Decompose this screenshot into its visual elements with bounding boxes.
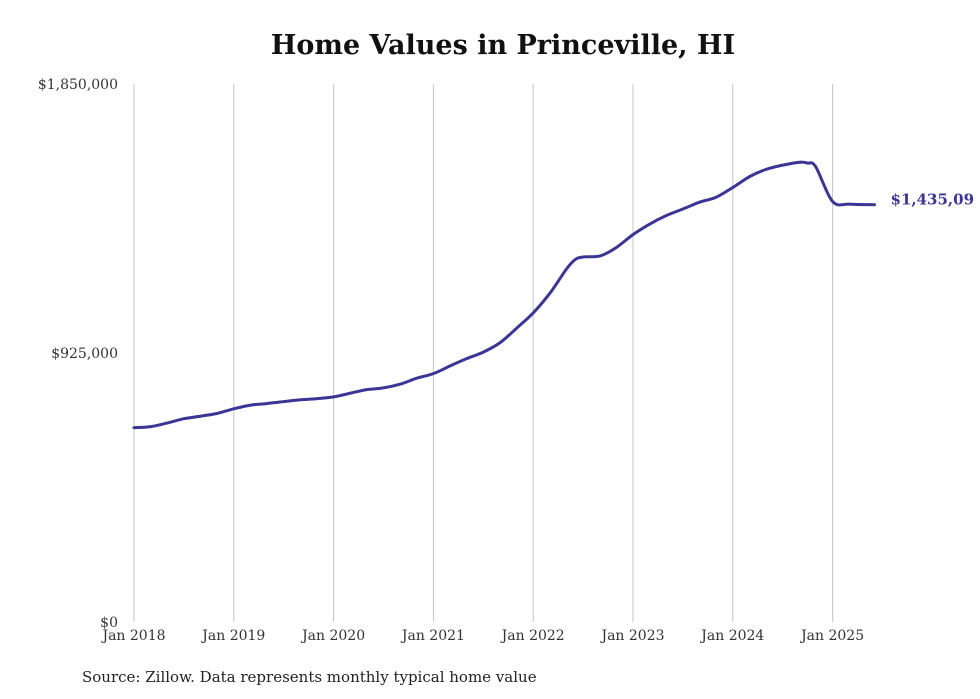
series-line-0 [132,160,876,430]
x-tick-label-7: Jan 2025 [799,628,864,644]
chart-title: Home Values in Princeville, HI [270,30,736,61]
x-tick-label-6: Jan 2024 [699,628,764,644]
data-labels: $1,435,09 [891,191,975,209]
x-tick-label-5: Jan 2023 [599,628,664,644]
y-tick-label-2: $1,850,000 [38,77,118,93]
x-tick-label-1: Jan 2019 [200,628,265,644]
end-value-label-0: $1,435,09 [891,191,975,209]
axis-ticks: Jan 2018 Jan 2019 Jan 2020 Jan 2021 Jan 2022… [38,77,864,644]
x-tick-label-0: Jan 2018 [100,628,165,644]
series-layer [132,160,876,430]
gridlines [133,84,834,622]
x-tick-label-3: Jan 2021 [400,628,465,644]
x-tick-label-2: Jan 2020 [300,628,365,644]
source-note: Source: Zillow. Data represents monthly … [82,668,537,686]
x-tick-label-4: Jan 2022 [500,628,565,644]
y-tick-label-0: $0 [100,615,118,631]
y-tick-label-1: $925,000 [51,346,118,362]
